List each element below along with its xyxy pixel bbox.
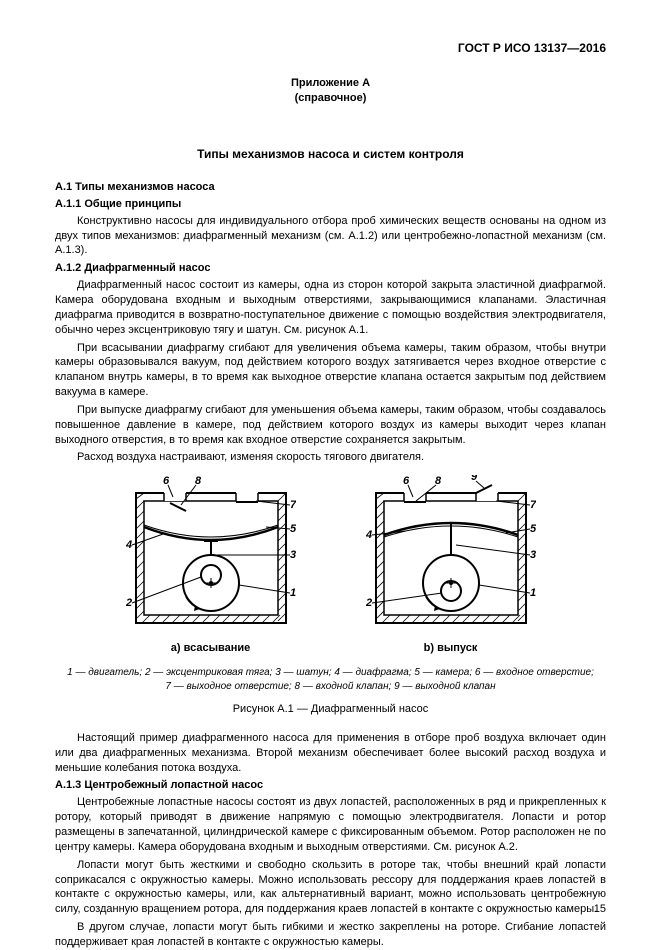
svg-text:1: 1 [289,587,295,599]
svg-text:6: 6 [402,475,409,487]
svg-text:8: 8 [194,475,201,487]
para-a12-4: Расход воздуха настраивают, изменяя скор… [55,450,606,465]
figure-legend-line1: 1 — двигатель; 2 — эксцентриковая тяга; … [67,667,594,678]
figure-legend: 1 — двигатель; 2 — эксцентриковая тяга; … [55,666,606,694]
annex-label: Приложение А [55,76,606,91]
svg-text:2: 2 [126,597,132,609]
svg-text:7: 7 [529,499,535,511]
figure-b: 6 8 9 7 5 3 1 2 4 b) выпуск [366,475,536,656]
figure-a: 6 8 7 5 3 1 2 4 a) всасывание [126,475,296,656]
svg-text:4: 4 [366,529,372,541]
para-a12-3: При выпуске диафрагму сгибают для уменьш… [55,403,606,448]
svg-text:9: 9 [470,475,477,483]
heading-a13: А.1.3 Центробежный лопастной насос [55,778,606,793]
svg-text:3: 3 [529,549,535,561]
svg-text:5: 5 [289,523,295,535]
svg-text:4: 4 [126,539,132,551]
para-a13-1: Центробежные лопастные насосы состоят из… [55,795,606,854]
para-after-figure: Настоящий пример диафрагменного насоса д… [55,731,606,776]
para-a12-1: Диафрагменный насос состоит из камеры, о… [55,278,606,337]
para-a12-2: При всасывании диафрагму сгибают для уве… [55,341,606,400]
svg-text:1: 1 [529,587,535,599]
svg-text:7: 7 [289,499,295,511]
svg-text:2: 2 [366,597,372,609]
heading-a1: А.1 Типы механизмов насоса [55,180,606,195]
para-a13-2: Лопасти могут быть жесткими и свободно с… [55,858,606,917]
figure-row: 6 8 7 5 3 1 2 4 a) всасывание [55,475,606,656]
svg-text:5: 5 [529,523,535,535]
main-title: Типы механизмов насоса и систем контроля [55,146,606,162]
figure-b-caption: b) выпуск [366,641,536,656]
heading-a12: А.1.2 Диафрагменный насос [55,261,606,276]
para-a11: Конструктивно насосы для индивидуального… [55,214,606,259]
figure-a-caption: a) всасывание [126,641,296,656]
heading-a11: А.1.1 Общие принципы [55,197,606,212]
annex-sublabel: (справочное) [55,91,606,106]
page-number: 15 [594,902,606,917]
svg-text:8: 8 [434,475,441,487]
svg-text:3: 3 [289,549,295,561]
figure-title: Рисунок А.1 — Диафрагменный насос [55,702,606,717]
document-id: ГОСТ Р ИСО 13137—2016 [55,40,606,56]
figure-legend-line2: 7 — выходное отверстие; 8 — входной клап… [165,681,495,692]
svg-text:6: 6 [162,475,169,487]
